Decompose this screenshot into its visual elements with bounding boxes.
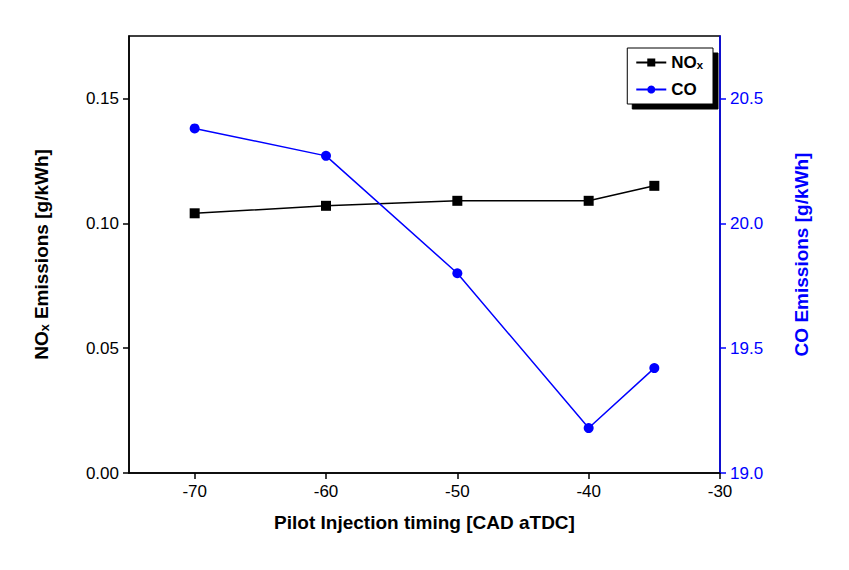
svg-text:0.05: 0.05 bbox=[86, 339, 119, 358]
svg-text:-60: -60 bbox=[314, 482, 339, 501]
svg-text:Pilot Injection timing [CAD aT: Pilot Injection timing [CAD aTDC] bbox=[274, 512, 575, 533]
svg-text:0.00: 0.00 bbox=[86, 464, 119, 483]
svg-text:20.5: 20.5 bbox=[730, 89, 763, 108]
svg-text:19.5: 19.5 bbox=[730, 339, 763, 358]
svg-text:-40: -40 bbox=[576, 482, 601, 501]
svg-text:NOₓ: NOₓ bbox=[671, 53, 704, 72]
svg-text:-70: -70 bbox=[182, 482, 207, 501]
svg-text:NOₓ Emissions [g/kWh]: NOₓ Emissions [g/kWh] bbox=[31, 149, 52, 360]
svg-text:CO: CO bbox=[671, 80, 697, 99]
svg-text:0.10: 0.10 bbox=[86, 214, 119, 233]
svg-text:-30: -30 bbox=[708, 482, 733, 501]
svg-text:0.15: 0.15 bbox=[86, 89, 119, 108]
svg-text:19.0: 19.0 bbox=[730, 464, 763, 483]
svg-text:CO Emissions [g/kWh]: CO Emissions [g/kWh] bbox=[791, 153, 812, 357]
svg-text:20.0: 20.0 bbox=[730, 214, 763, 233]
svg-text:-50: -50 bbox=[445, 482, 470, 501]
